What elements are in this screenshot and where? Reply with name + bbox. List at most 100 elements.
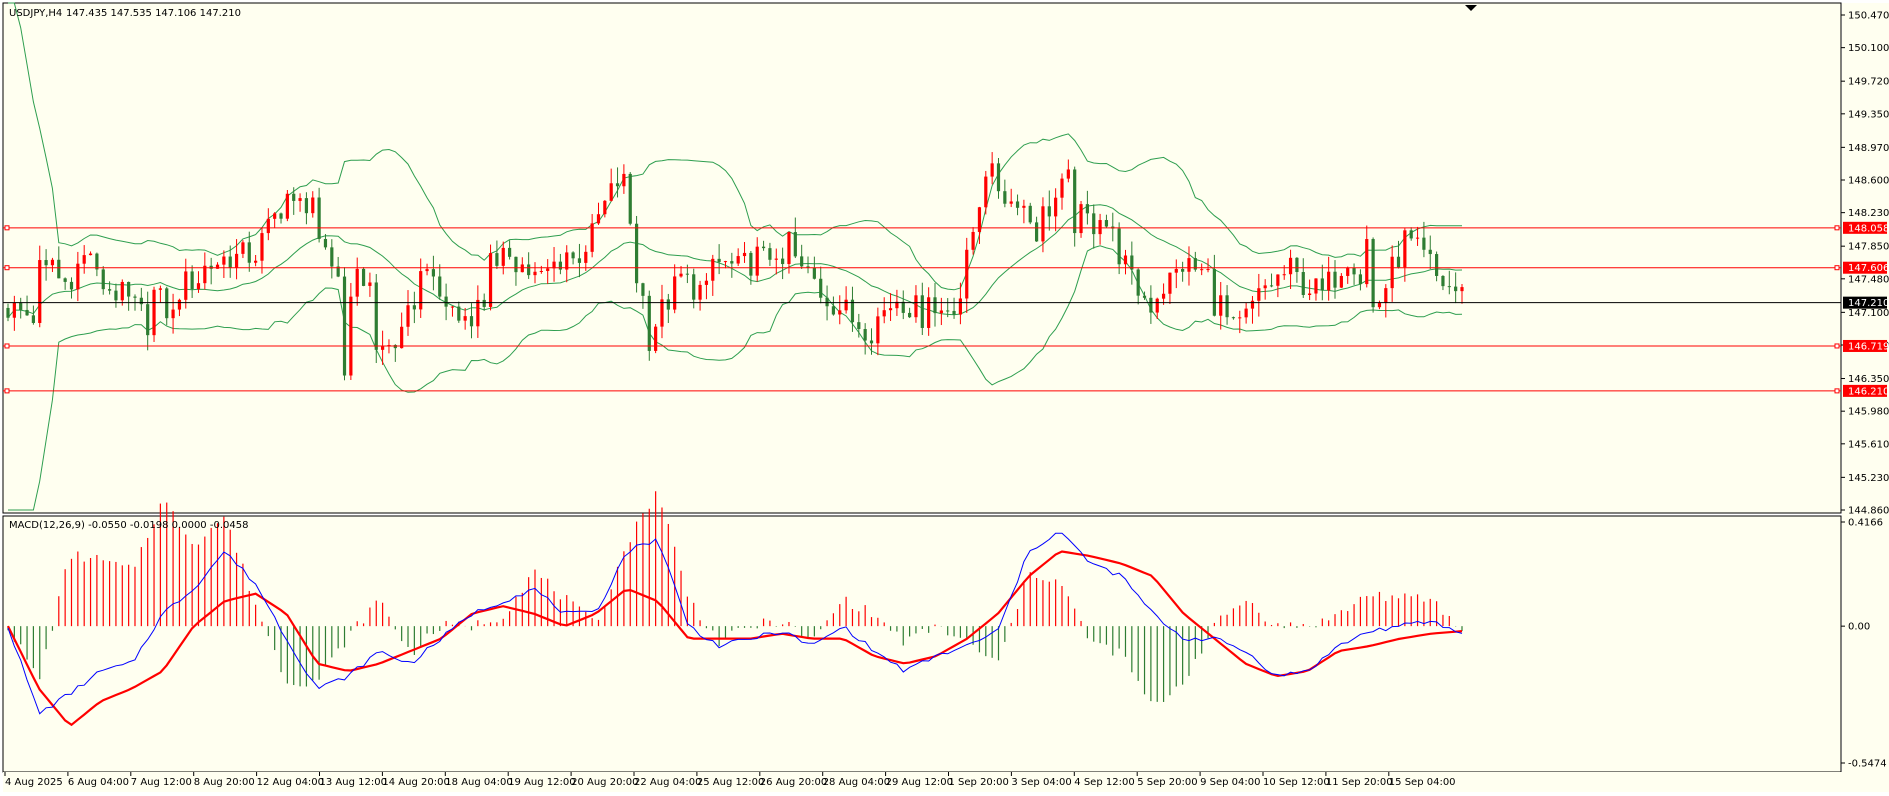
candle-body <box>241 242 245 254</box>
bollinger-bands <box>7 2 1463 511</box>
hline-anchor-handle[interactable] <box>4 265 10 271</box>
candle-body <box>1161 293 1166 299</box>
candle-body <box>1193 258 1197 270</box>
candle-body <box>736 256 740 264</box>
hline-anchor-handle[interactable] <box>1834 225 1840 231</box>
hline-anchor-handle[interactable] <box>1834 265 1840 271</box>
candle-body <box>336 266 340 277</box>
candle-body <box>1206 269 1210 271</box>
candle-body <box>323 238 328 248</box>
candle-body <box>1403 230 1407 268</box>
price-tick-label: 145.230 <box>1848 473 1889 484</box>
hline-anchor-handle[interactable] <box>1834 343 1840 349</box>
candle-body <box>1396 256 1401 268</box>
time-axis-background <box>3 772 1889 792</box>
candle-body <box>304 198 309 214</box>
time-tick-label: 22 Aug 04:00 <box>634 777 701 788</box>
candle-body <box>1174 268 1178 273</box>
candle-body <box>196 283 201 290</box>
candlesticks <box>6 152 1464 381</box>
hline-anchor-handle[interactable] <box>4 343 10 349</box>
candle-body <box>1149 297 1153 313</box>
candle-body <box>679 273 683 277</box>
hline-anchor-handle[interactable] <box>4 388 10 394</box>
candle-body <box>584 251 588 263</box>
price-tick-label: 148.600 <box>1848 176 1889 187</box>
candle-body <box>285 193 289 219</box>
candle-body <box>412 305 416 310</box>
price-tick-label: 145.610 <box>1848 439 1889 450</box>
candle-body <box>609 183 613 201</box>
candle-body <box>939 310 943 314</box>
candle-body <box>787 232 791 265</box>
candle-body <box>590 223 594 252</box>
hline-price-label: 146.210 <box>1848 386 1889 397</box>
hline-anchor-handle[interactable] <box>1834 388 1840 394</box>
candle-body <box>152 289 156 336</box>
candle-body <box>158 288 162 290</box>
price-tick-label: 150.100 <box>1848 43 1889 54</box>
candle-body <box>101 269 105 290</box>
candle-body <box>742 252 747 257</box>
bollinger-lower-line <box>8 245 1463 511</box>
price-tick-label: 147.480 <box>1848 274 1889 285</box>
candle-body <box>1390 256 1394 289</box>
candle-body <box>1377 302 1382 308</box>
time-tick-label: 20 Aug 20:00 <box>571 777 638 788</box>
candle-body <box>755 246 759 276</box>
candle-body <box>692 274 696 300</box>
hline-price-tag <box>1843 221 1887 234</box>
candle-body <box>717 258 721 262</box>
candle-body <box>501 247 505 266</box>
candle-body <box>1263 285 1267 289</box>
time-tick-label: 25 Aug 12:00 <box>697 777 764 788</box>
candle-body <box>901 301 905 313</box>
horizontal-lines[interactable]: 148.058 147.606 146.719 146.210 <box>3 221 1889 398</box>
candle-body <box>761 246 766 249</box>
candle-body <box>914 295 918 318</box>
candle-body <box>1104 220 1109 227</box>
time-tick-label: 7 Aug 12:00 <box>131 777 192 788</box>
candle-body <box>552 261 556 269</box>
candle-body <box>781 258 785 265</box>
candle-body <box>469 316 474 327</box>
candle-body <box>234 253 239 268</box>
candle-body <box>476 299 480 327</box>
time-tick-label: 28 Aug 04:00 <box>823 777 890 788</box>
shift-marker-icon[interactable] <box>1465 5 1477 11</box>
candle-body <box>1123 255 1128 265</box>
candle-body <box>1460 287 1464 292</box>
candle-body <box>793 232 797 257</box>
candle-body <box>533 271 537 276</box>
candle-body <box>95 253 99 270</box>
time-tick-label: 9 Sep 04:00 <box>1200 777 1260 788</box>
time-tick-label: 18 Aug 04:00 <box>445 777 512 788</box>
candle-body <box>984 176 988 208</box>
time-tick-label: 14 Aug 20:00 <box>382 777 449 788</box>
candle-body <box>1155 298 1159 313</box>
macd-panel-background[interactable] <box>2 515 1842 773</box>
candle-body <box>1257 288 1261 301</box>
time-tick-label: 15 Sep 04:00 <box>1389 777 1456 788</box>
candle-body <box>806 266 810 268</box>
candle-body <box>342 276 347 376</box>
candle-body <box>838 310 842 315</box>
candle-body <box>990 163 994 177</box>
candle-body <box>171 309 175 319</box>
candle-body <box>298 198 302 201</box>
candle-body <box>228 256 232 268</box>
hline-anchor-handle[interactable] <box>4 225 10 231</box>
candle-body <box>698 284 702 300</box>
candle-body <box>44 260 48 266</box>
time-tick-label: 13 Aug 12:00 <box>320 777 387 788</box>
candle-body <box>958 298 963 315</box>
main-panel-background[interactable] <box>2 2 1842 514</box>
candle-body <box>184 271 188 300</box>
candle-body <box>438 276 442 297</box>
candle-body <box>1288 257 1293 275</box>
candle-body <box>406 305 410 327</box>
candle-body <box>1034 222 1039 242</box>
candle-body <box>1003 191 1007 204</box>
time-axis: 4 Aug 2025 6 Aug 04:00 7 Aug 12:00 8 Aug 20… <box>4 772 1456 788</box>
